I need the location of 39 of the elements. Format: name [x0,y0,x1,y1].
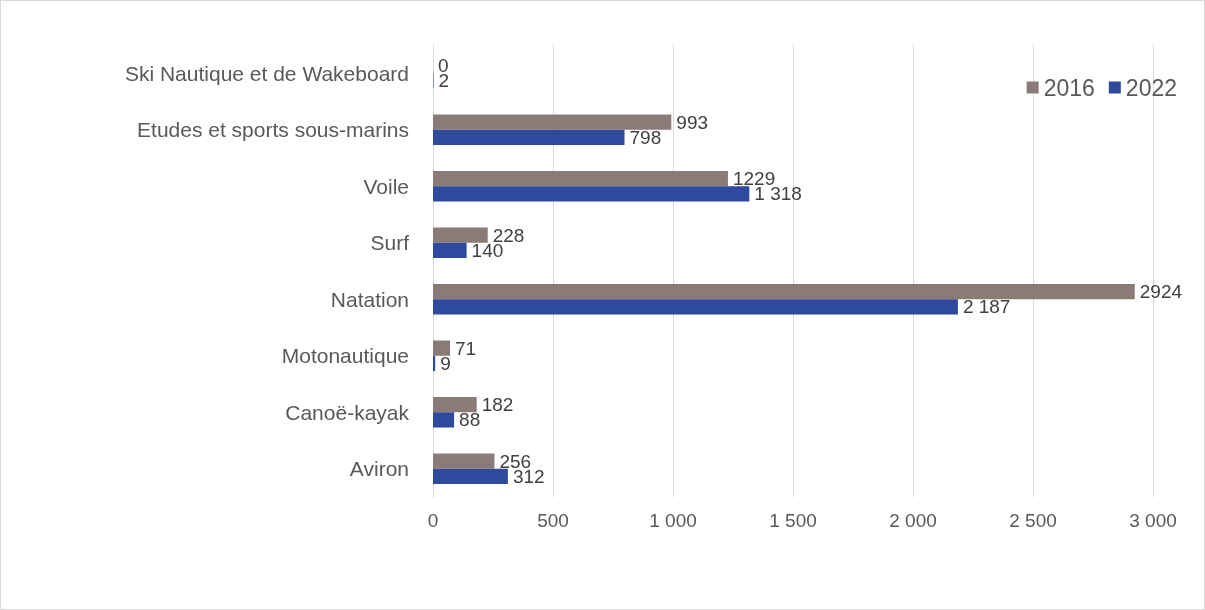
data-label: 9 [440,352,451,374]
x-tick-label: 3 000 [1129,510,1177,531]
bar [433,186,750,202]
bar [433,468,508,485]
bar [433,299,958,315]
y-tick-label: Ski Nautique et de Wakeboard [124,61,409,85]
data-label: 71 [455,337,477,359]
x-tick-label: 1 000 [649,510,697,531]
data-label: 2924 [1139,281,1183,303]
data-label: 88 [459,409,481,431]
data-label: 993 [676,111,709,133]
y-tick-label: Aviron [349,457,409,481]
data-label: 798 [629,126,662,148]
x-tick-label: 1 500 [769,510,817,531]
bar [433,171,728,187]
bar [433,114,672,130]
bar [433,340,451,356]
bar [433,453,495,469]
x-tick-label: 0 [427,510,439,531]
y-tick-label: Motonautique [281,344,409,368]
bar [433,129,625,146]
y-tick-label: Etudes et sports sous-marins [137,118,409,142]
legend-label: 2022 [1125,74,1178,101]
legend-label: 2016 [1043,74,1095,101]
bar [433,412,455,428]
data-label: 182 [481,394,514,416]
bar [433,242,467,259]
y-tick-label: Canoë-kayak [285,400,410,424]
bar [433,284,1135,300]
y-tick-label: Voile [363,174,409,198]
bar [433,227,488,243]
x-tick-label: 2 500 [1009,510,1057,531]
x-tick-label: 2 000 [889,510,937,531]
x-tick-label: 500 [537,510,569,531]
bar [433,355,436,372]
y-tick-label: Surf [370,231,410,255]
y-tick-label: Natation [330,287,409,311]
data-label: 2 187 [962,296,1011,318]
bar [433,397,477,413]
